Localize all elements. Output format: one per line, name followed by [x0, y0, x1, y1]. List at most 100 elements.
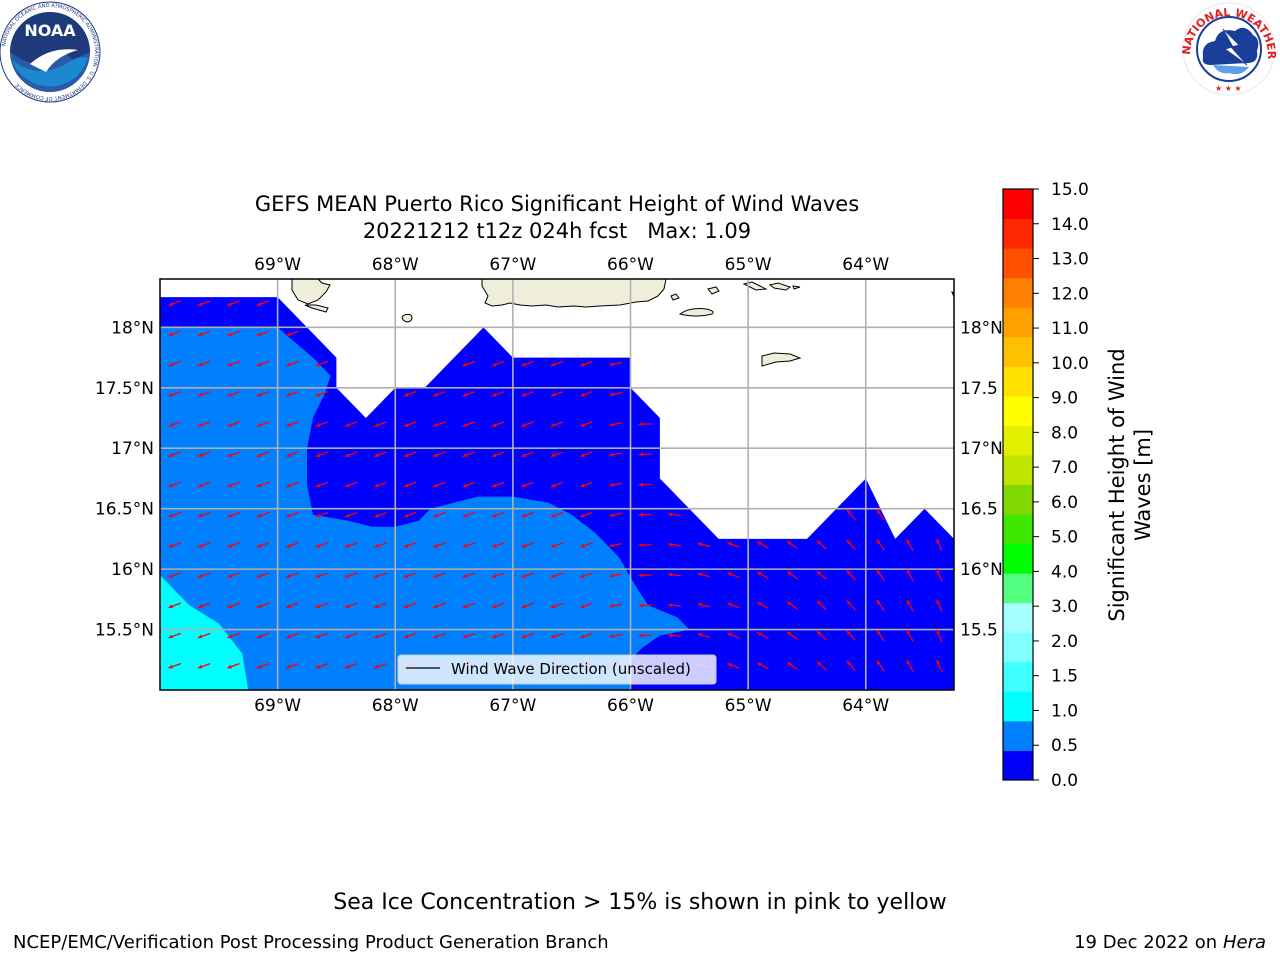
wind-wave-arrow-icon	[906, 569, 914, 582]
credit-date: 19 Dec 2022	[1074, 932, 1190, 953]
wind-wave-arrow-icon	[168, 662, 182, 669]
colorbar-segment	[1003, 307, 1033, 338]
wind-wave-arrow-icon	[491, 360, 505, 367]
wind-wave-arrow-icon	[462, 572, 476, 578]
wave-height-band-1.0-1.5	[160, 575, 249, 690]
wind-wave-arrow-icon	[846, 630, 856, 641]
wind-wave-arrow-icon	[727, 541, 740, 548]
wind-wave-arrow-icon	[286, 662, 299, 669]
lat-tick-label-left: 16°N	[111, 560, 154, 580]
colorbar-segment	[1003, 661, 1033, 692]
wind-wave-arrow-icon	[521, 632, 534, 639]
colorbar-tick-label: 0.0	[1051, 771, 1078, 791]
wind-wave-arrow-icon	[786, 631, 798, 640]
wind-wave-arrow-icon	[374, 542, 387, 548]
wind-wave-arrow-icon	[580, 481, 593, 488]
wind-wave-arrow-icon	[315, 391, 329, 397]
map-frame	[159, 278, 955, 691]
wind-wave-arrow-icon	[550, 391, 564, 397]
wind-wave-arrows	[168, 300, 943, 673]
wind-wave-arrow-icon	[756, 662, 769, 670]
wind-wave-arrow-icon	[816, 630, 827, 641]
wind-wave-arrow-icon	[876, 660, 885, 672]
colorbar-segments	[1003, 189, 1033, 781]
wind-wave-arrow-icon	[936, 538, 943, 552]
legend-label: Wind Wave Direction (unscaled)	[451, 660, 691, 678]
lat-tick-label-right: 15.5	[960, 621, 998, 641]
nws-star-icon: ★ ★ ★	[1215, 84, 1242, 93]
lat-tick-label-left: 18°N	[111, 318, 154, 338]
wind-wave-arrow-icon	[462, 632, 476, 639]
wind-wave-arrow-icon	[936, 659, 943, 673]
wind-wave-arrow-icon	[315, 662, 329, 669]
wind-wave-arrow-icon	[609, 422, 623, 427]
wind-wave-arrow-icon	[609, 603, 623, 608]
wind-wave-arrow-icon	[906, 599, 914, 612]
map-legend: Wind Wave Direction (unscaled)	[397, 654, 717, 685]
wind-wave-arrow-icon	[168, 421, 182, 427]
colorbar-segment	[1003, 395, 1033, 426]
wind-wave-arrow-icon	[580, 632, 593, 639]
land-tortola	[768, 282, 792, 291]
wind-wave-arrow-icon	[876, 599, 885, 612]
wind-wave-arrow-icon	[876, 509, 885, 521]
wind-wave-arrow-icon	[197, 632, 211, 639]
wind-wave-arrow-icon	[227, 300, 240, 307]
wind-wave-arrow-icon	[816, 660, 827, 671]
wind-wave-arrow-icon	[403, 602, 417, 609]
wind-wave-arrow-icon	[433, 391, 446, 397]
wind-wave-arrow-icon	[286, 481, 299, 488]
wind-wave-arrow-icon	[580, 572, 593, 578]
wind-wave-arrow-icon	[433, 542, 446, 548]
land-virgin-gorda	[792, 285, 801, 290]
colorbar-tick-label: 12.0	[1051, 284, 1089, 304]
wind-wave-arrow-icon	[286, 511, 299, 518]
lat-tick-label-right: 17.5	[960, 379, 998, 399]
wind-wave-arrow-icon	[168, 572, 182, 578]
colorbar-tick-label: 1.0	[1051, 701, 1078, 721]
colorbar-segment	[1003, 218, 1033, 249]
wind-wave-arrow-icon	[227, 662, 240, 669]
colorbar-label-line-1: Significant Height of Wind	[1105, 348, 1129, 621]
colorbar-tick-label: 10.0	[1051, 354, 1089, 374]
wind-wave-arrow-icon	[344, 632, 358, 639]
wind-wave-arrow-icon	[550, 451, 564, 458]
wind-wave-arrow-icon	[697, 602, 711, 608]
wind-wave-arrow-icon	[936, 629, 943, 642]
wind-wave-arrow-icon	[403, 632, 417, 639]
wind-wave-arrow-icon	[227, 421, 240, 427]
wind-wave-arrow-icon	[315, 451, 329, 458]
wind-wave-arrow-icon	[668, 572, 682, 577]
wind-wave-arrow-icon	[521, 542, 534, 548]
wind-wave-arrow-icon	[315, 421, 329, 427]
wind-wave-arrow-icon	[168, 300, 182, 307]
wind-wave-arrow-icon	[168, 451, 182, 458]
wind-wave-arrow-icon	[491, 572, 505, 578]
wind-wave-arrow-icon	[227, 451, 240, 458]
colorbar-tick-label: 6.0	[1051, 493, 1078, 513]
credit-on: on	[1194, 932, 1218, 953]
wind-wave-arrow-icon	[344, 572, 358, 578]
wind-wave-arrow-icon	[403, 421, 417, 427]
wind-wave-arrow-icon	[550, 632, 564, 639]
wind-wave-arrow-icon	[374, 481, 387, 488]
colorbar-segment	[1003, 484, 1033, 515]
wind-wave-arrow-icon	[609, 452, 623, 457]
wind-wave-arrow-icon	[491, 421, 505, 427]
colorbar-segment	[1003, 336, 1033, 367]
wind-wave-arrow-icon	[433, 602, 446, 609]
title-line-1: GEFS MEAN Puerto Rico Significant Height…	[255, 192, 859, 216]
wind-wave-arrow-icon	[344, 481, 358, 488]
lon-tick-label-bottom: 69°W	[254, 696, 301, 716]
wind-wave-arrow-icon	[491, 511, 505, 518]
colorbar: 0.0 0.5 1.0 1.5 2.0 3.0 4.0 5.0 6.0 7.0 8.0 9.0 10.0…	[1002, 180, 1155, 791]
wind-wave-arrow-icon	[462, 360, 476, 367]
wind-wave-arrow-icon	[550, 360, 564, 367]
colorbar-segment	[1003, 514, 1033, 545]
wind-wave-arrow-icon	[462, 451, 476, 458]
wind-wave-arrow-icon	[816, 540, 827, 550]
wind-wave-arrow-icon	[668, 633, 682, 638]
wind-wave-arrow-icon	[580, 542, 593, 548]
wind-wave-arrow-icon	[756, 631, 769, 640]
